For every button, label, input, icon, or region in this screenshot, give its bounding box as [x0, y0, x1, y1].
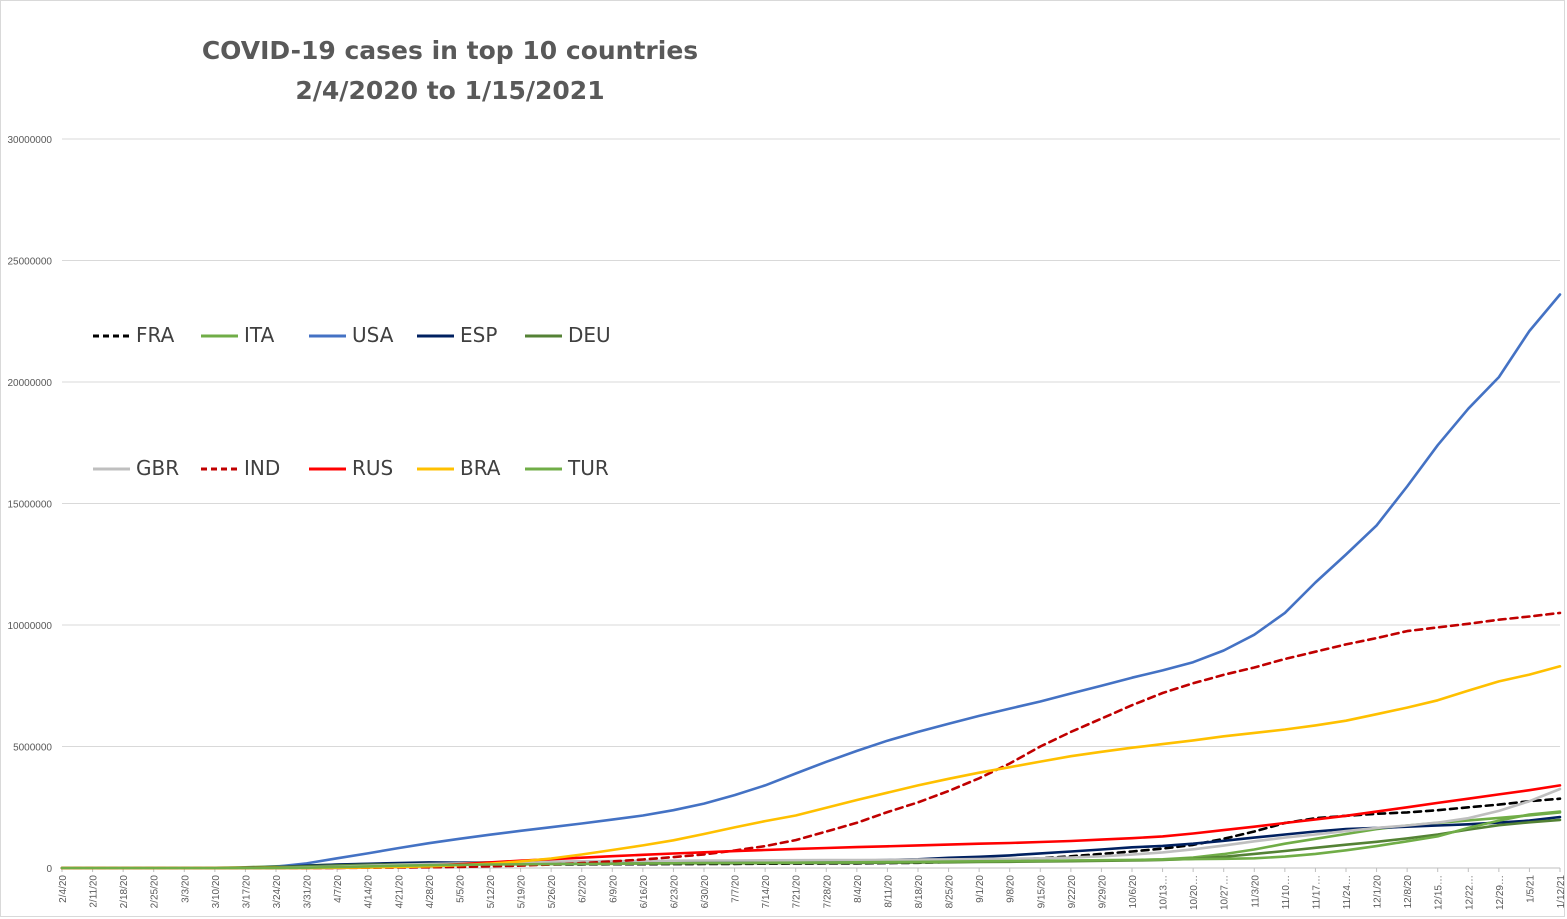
x-tick-label: 2/11/20 — [89, 875, 100, 908]
legend-swatch — [525, 334, 562, 338]
legend-label: GBR — [136, 456, 180, 480]
x-tick-label: 2/4/20 — [58, 875, 69, 903]
x-tick-label: 9/29/20 — [1097, 875, 1108, 909]
x-tick-label: 12/15… — [1434, 875, 1445, 910]
x-tick-label: 9/1/20 — [975, 875, 986, 903]
x-tick-label: 5/5/20 — [455, 875, 466, 903]
x-tick-label: 8/4/20 — [853, 875, 864, 903]
x-tick-label: 9/15/20 — [1036, 875, 1047, 909]
x-tick-label: 6/23/20 — [669, 875, 680, 909]
y-tick-label: 5000000 — [13, 743, 52, 754]
x-tick-label: 10/20… — [1189, 875, 1200, 910]
x-tick-label: 2/25/20 — [150, 875, 161, 909]
legend-swatch — [417, 334, 454, 338]
x-tick-label: 5/26/20 — [547, 875, 558, 909]
x-tick-label: 5/12/20 — [486, 875, 497, 909]
x-tick-label: 10/27… — [1220, 875, 1231, 910]
x-tick-label: 3/3/20 — [180, 875, 191, 903]
x-tick-label: 1/5/21 — [1525, 875, 1536, 903]
y-tick-label: 0 — [46, 864, 52, 875]
x-tick-label: 11/17… — [1311, 875, 1322, 909]
y-axis-tick-labels: 0 5000000 10000000 15000000 20000000 25000000… — [8, 135, 53, 875]
x-tick-label: 11/24… — [1342, 875, 1353, 909]
legend-label: ESP — [460, 323, 498, 347]
y-tick-label: 25000000 — [8, 257, 53, 268]
x-tick-label: 9/8/20 — [1006, 875, 1017, 903]
x-tick-label: 4/21/20 — [394, 875, 405, 909]
x-tick-label: 8/11/20 — [883, 875, 894, 908]
x-tick-label: 6/16/20 — [639, 875, 650, 909]
legend-label: IND — [244, 456, 281, 480]
legend-swatch — [93, 334, 130, 338]
series-lines — [60, 293, 1562, 870]
gridlines — [62, 138, 1560, 869]
legend-swatch — [309, 467, 346, 471]
series-line-tur — [60, 810, 1562, 870]
x-tick-label: 7/7/20 — [731, 875, 742, 903]
x-tick-label: 3/31/20 — [303, 875, 314, 909]
x-tick-label: 7/21/20 — [792, 875, 803, 909]
y-tick-label: 15000000 — [8, 500, 53, 511]
chart-title: COVID-19 cases in top 10 countries — [201, 36, 699, 65]
y-tick-label: 30000000 — [8, 135, 53, 146]
x-tick-label: 12/8/20 — [1403, 875, 1414, 909]
x-tick-label: 3/24/20 — [272, 875, 283, 909]
x-tick-label: 10/6/20 — [1128, 875, 1139, 909]
series-line-usa — [60, 293, 1562, 870]
legend-swatch — [309, 334, 346, 338]
legend-label: USA — [352, 323, 394, 347]
legend-label: DEU — [568, 323, 611, 347]
series-line-ind — [60, 611, 1562, 870]
legend-label: RUS — [352, 456, 394, 480]
x-tick-label: 12/29… — [1495, 875, 1506, 910]
x-tick-label: 8/25/20 — [945, 875, 956, 909]
x-tick-label: 5/19/20 — [517, 875, 528, 909]
x-tick-label: 4/28/20 — [425, 875, 436, 909]
x-tick-label: 3/10/20 — [211, 875, 222, 909]
series-line-rus — [60, 784, 1562, 870]
x-tick-label: 11/10… — [1281, 875, 1292, 909]
y-tick-label: 10000000 — [8, 621, 53, 632]
legend-label: BRA — [460, 456, 501, 480]
legend-swatch — [417, 467, 454, 471]
x-tick-label: 3/17/20 — [241, 875, 252, 909]
x-tick-label: 1/12/21 — [1556, 875, 1567, 909]
x-axis-tick-labels: 2/4/20 2/11/20 2/18/20 2/25/20 3/3/20 3/10/20… — [58, 868, 1567, 910]
x-tick-label: 9/22/20 — [1067, 875, 1078, 909]
x-tick-label: 4/7/20 — [333, 875, 344, 903]
x-tick-label: 8/18/20 — [914, 875, 925, 909]
x-tick-label: 7/28/20 — [822, 875, 833, 909]
chart-subtitle: 2/4/2020 to 1/15/2021 — [295, 76, 605, 105]
x-tick-label: 2/18/20 — [119, 875, 130, 909]
legend-swatch — [93, 467, 130, 471]
x-tick-label: 7/14/20 — [761, 875, 772, 909]
y-tick-label: 20000000 — [8, 378, 53, 389]
x-tick-label: 4/14/20 — [364, 875, 375, 909]
x-tick-label: 12/1/20 — [1373, 875, 1384, 909]
x-tick-label: 6/30/20 — [700, 875, 711, 909]
legend-swatch — [201, 334, 238, 338]
x-tick-label: 6/2/20 — [578, 875, 589, 903]
x-tick-label: 10/13… — [1159, 875, 1170, 910]
series-line-gbr — [60, 787, 1562, 870]
legend-label: TUR — [568, 456, 609, 480]
x-tick-label: 11/3/20 — [1250, 875, 1261, 908]
legend-label: FRA — [136, 323, 175, 347]
legend-swatch — [525, 467, 562, 471]
x-tick-label: 12/22… — [1464, 875, 1475, 910]
x-tick-label: 6/9/20 — [608, 875, 619, 903]
legend-swatch — [201, 467, 238, 471]
legend-label: ITA — [244, 323, 275, 347]
